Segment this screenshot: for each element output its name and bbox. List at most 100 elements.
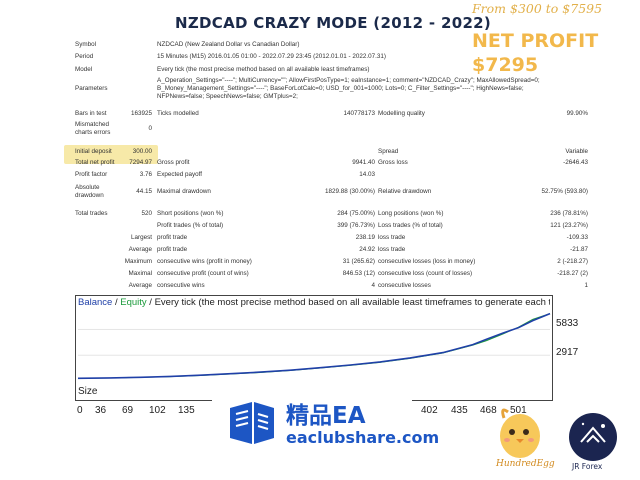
deposit-highlight <box>64 145 158 164</box>
y-tick-label: 2917 <box>556 347 579 358</box>
deposit-value: 300.00 <box>132 148 152 155</box>
parameters-line: B_Money_Management_Settings="----"; Base… <box>157 85 524 92</box>
caption-description: / Every tick (the most precise method ba… <box>146 297 550 308</box>
promo-net-profit: NET PROFIT $7295 <box>472 30 599 76</box>
gross-loss-value: -2646.43 <box>563 159 588 166</box>
profit-trades-label: Profit trades (% of total) <box>157 222 224 229</box>
maximal-consecutive-loss-value: -218.27 (2) <box>557 270 588 277</box>
total-trades-label: Total trades <box>75 210 108 217</box>
loss-trades-value: 121 (23.27%) <box>550 222 588 229</box>
profit-factor-value: 3.76 <box>139 171 152 178</box>
maximum-label: Maximum <box>124 258 152 265</box>
absolute-drawdown-value: 44.15 <box>136 188 152 195</box>
largest-loss-label: loss trade <box>378 234 406 241</box>
deposit-label: Initial deposit <box>75 148 112 155</box>
largest-profit-value: 238.19 <box>355 234 375 241</box>
model-value: Every tick (the most precise method base… <box>157 66 370 73</box>
average-consecutive-losses-value: 1 <box>584 282 588 289</box>
relative-drawdown-value: 52.75% (593.80) <box>541 188 588 195</box>
maximal-consecutive-profit-value: 846.53 (12) <box>342 270 375 277</box>
average-consecutive-label: Average <box>128 282 152 289</box>
maximal-drawdown-label: Maximal drawdown <box>157 188 211 195</box>
report-title: NZDCAD CRAZY MODE (2012 - 2022) <box>175 14 492 32</box>
maximal-label: Maximal <box>128 270 152 277</box>
max-consecutive-losses-value: 2 (-218.27) <box>557 258 588 265</box>
expected-payoff-value: 14.03 <box>359 171 375 178</box>
average-loss-value: -21.87 <box>570 246 588 253</box>
period-value: 15 Minutes (M15) 2016.01.05 01:00 - 2022… <box>157 53 386 60</box>
x-tick-label: 102 <box>149 405 166 416</box>
long-positions-label: Long positions (won %) <box>378 210 444 217</box>
average-profit-value: 24.92 <box>359 246 375 253</box>
relative-drawdown-label: Relative drawdown <box>378 188 432 195</box>
largest-label: Largest <box>130 234 152 241</box>
average-label: Average <box>128 246 152 253</box>
parameters-line: NFPNews=false; SpeechNews=false; GMTplus… <box>157 93 298 100</box>
x-tick-label: 36 <box>95 405 107 416</box>
short-positions-value: 284 (75.00%) <box>337 210 375 217</box>
expected-payoff-label: Expected payoff <box>157 171 203 178</box>
hundred-egg-logo-icon <box>500 408 540 458</box>
bars-value: 163925 <box>130 110 152 117</box>
total-trades-value: 520 <box>141 210 152 217</box>
jr-forex-brand: JR Forex <box>572 462 603 471</box>
spread-label: Spread <box>378 148 399 155</box>
loss-trades-label: Loss trades (% of total) <box>378 222 443 229</box>
x-tick-label: 0 <box>77 405 83 416</box>
x-tick-label: 501 <box>510 405 527 416</box>
size-label: Size <box>78 386 98 397</box>
promo-subtitle: From $300 to $7595 <box>472 1 603 16</box>
gross-profit-value: 9941.40 <box>352 159 375 166</box>
gross-loss-label: Gross loss <box>378 159 408 166</box>
largest-profit-label: profit trade <box>157 234 188 241</box>
max-consecutive-losses-label: consecutive losses (loss in money) <box>378 258 476 265</box>
short-positions-label: Short positions (won %) <box>157 210 224 217</box>
max-consecutive-wins-value: 31 (265.62) <box>342 258 375 265</box>
average-loss-label: loss trade <box>378 246 406 253</box>
strategy-tester-report: Symbol NZDCAD (New Zealand Dollar vs Can… <box>64 41 588 289</box>
jr-forex-logo-icon <box>569 413 617 461</box>
max-consecutive-wins-label: consecutive wins (profit in money) <box>157 258 252 265</box>
spread-value: Variable <box>565 148 588 155</box>
y-tick-label: 5833 <box>556 318 579 329</box>
quality-value: 99.90% <box>566 110 588 117</box>
series-line-balance <box>77 312 551 380</box>
symbol-label: Symbol <box>75 41 96 48</box>
watermark-title: 精品EA <box>286 403 366 429</box>
mismatched-label: charts errors <box>75 129 111 136</box>
net-profit-value: 7294.97 <box>129 159 152 166</box>
absolute-drawdown-label: drawdown <box>75 192 104 199</box>
average-consecutive-wins-label: consecutive wins <box>157 282 205 289</box>
mismatched-value: 0 <box>148 125 152 132</box>
x-tick-label: 435 <box>451 405 468 416</box>
symbol-value: NZDCAD (New Zealand Dollar vs Canadian D… <box>157 41 300 48</box>
caption-balance: Balance <box>78 297 113 308</box>
ticks-value: 140778173 <box>343 110 375 117</box>
balance-chart-frame <box>75 295 553 400</box>
x-tick-label: 135 <box>178 405 195 416</box>
watermark-url[interactable]: eaclubshare.com <box>286 428 440 447</box>
period-label: Period <box>75 53 94 60</box>
caption-equity: Equity <box>120 297 147 308</box>
largest-loss-value: -109.33 <box>566 234 588 241</box>
x-tick-label: 402 <box>421 405 438 416</box>
gross-profit-label: Gross profit <box>157 159 190 166</box>
x-tick-label: 468 <box>480 405 497 416</box>
maximal-consecutive-profit-label: consecutive profit (count of wins) <box>157 270 249 277</box>
chart-caption: Balance / Equity / Every tick (the most … <box>78 297 550 308</box>
net-profit-label: Total net profit <box>75 159 115 166</box>
profit-factor-label: Profit factor <box>75 171 108 178</box>
parameters-label: Parameters <box>75 85 108 92</box>
average-consecutive-wins-value: 4 <box>371 282 375 289</box>
mismatched-label: Mismatched <box>75 121 109 128</box>
profit-trades-value: 399 (76.73%) <box>337 222 375 229</box>
watermark-logo-icon <box>230 402 274 444</box>
hundred-egg-brand: HundredEgg <box>496 459 555 469</box>
bars-label: Bars in test <box>75 110 107 117</box>
x-tick-label: 69 <box>122 405 134 416</box>
maximal-drawdown-value: 1829.88 (30.00%) <box>324 188 375 195</box>
parameters-line: A_Operation_Settings="----"; MultiCurren… <box>157 77 540 84</box>
absolute-drawdown-label: Absolute <box>75 184 100 191</box>
caption-separator: / <box>112 297 121 308</box>
average-consecutive-losses-label: consecutive losses <box>378 282 431 289</box>
